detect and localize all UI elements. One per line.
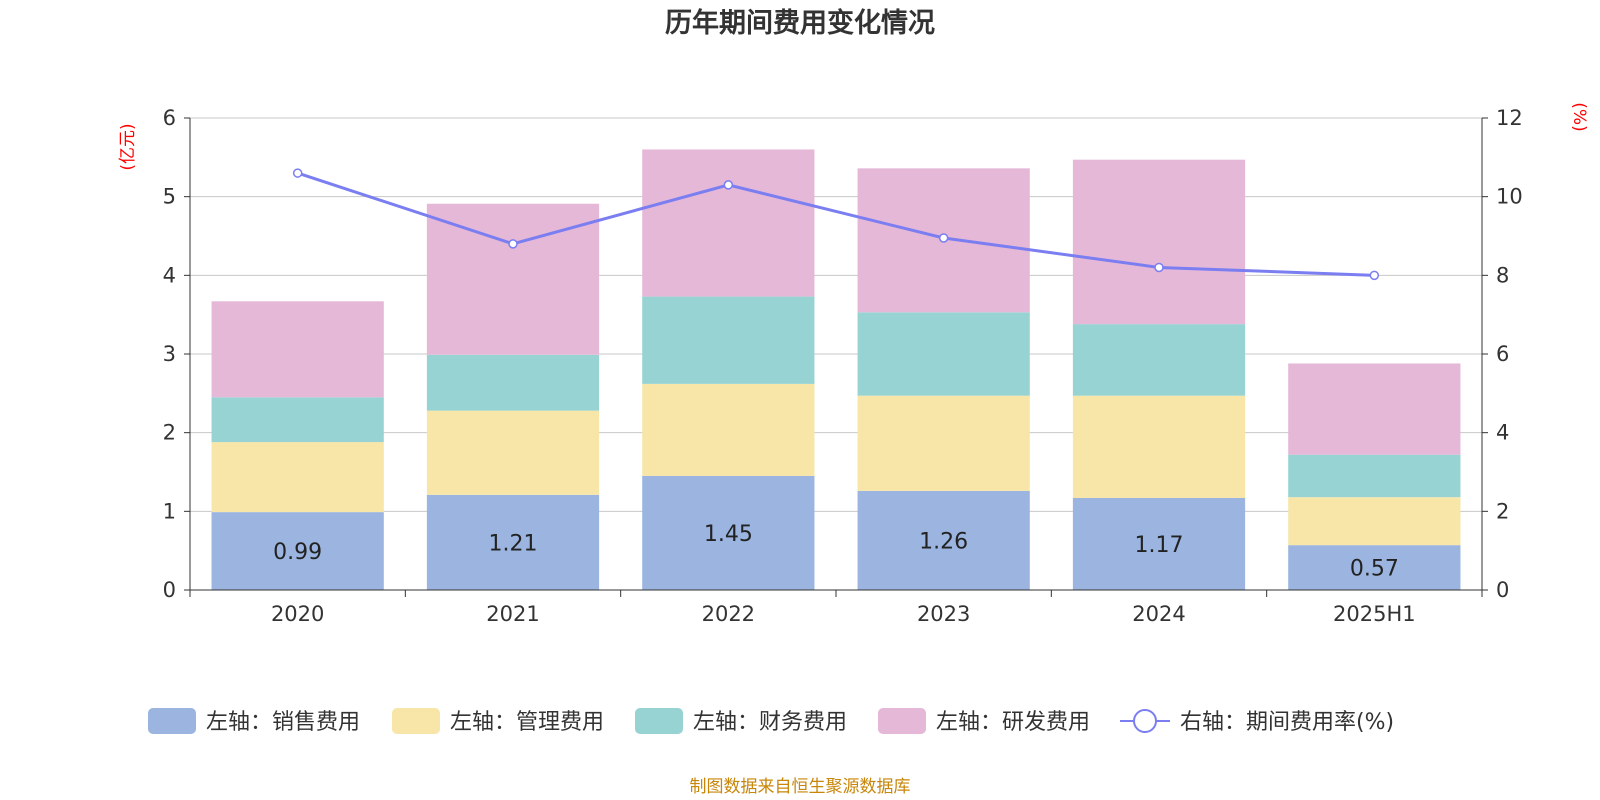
- bar-value-label: 0.57: [1350, 557, 1399, 582]
- right-tick-label: 2: [1496, 499, 1509, 523]
- left-tick-label: 6: [163, 106, 176, 130]
- x-tick-label: 2025H1: [1333, 602, 1416, 626]
- right-tick-label: 0: [1496, 578, 1509, 602]
- bar-segment: [211, 397, 384, 443]
- bar-segment: [642, 383, 815, 476]
- legend-swatch: [148, 708, 196, 734]
- bar-segment: [211, 512, 384, 590]
- chart-title: 历年期间费用变化情况: [665, 7, 935, 39]
- legend-label: 右轴：期间费用率(%): [1180, 710, 1394, 735]
- legend-label: 左轴：财务费用: [693, 710, 847, 735]
- legend-swatch: [635, 708, 683, 734]
- legend-label: 左轴：销售费用: [206, 710, 360, 735]
- bars: [211, 149, 1461, 590]
- legend-swatch: [878, 708, 926, 734]
- x-tick-label: 2020: [271, 602, 324, 626]
- bar-segment: [857, 395, 1030, 491]
- right-axis-unit: (%): [1569, 102, 1589, 131]
- left-tick-label: 3: [163, 342, 176, 366]
- bar-segment: [1072, 324, 1246, 396]
- bar-segment: [1072, 159, 1246, 325]
- bar-value-label: 1.21: [489, 531, 538, 556]
- left-axis-unit: (亿元): [118, 123, 138, 170]
- legend-marker-swatch: [1133, 709, 1157, 733]
- bar-segment: [426, 354, 600, 411]
- bar-segment: [1288, 454, 1461, 498]
- x-tick-label: 2021: [486, 602, 539, 626]
- rate-point: [938, 233, 949, 243]
- right-tick-label: 10: [1496, 185, 1523, 209]
- bar-segment: [642, 475, 815, 590]
- bar-segment: [857, 312, 1030, 396]
- right-tick-label: 6: [1496, 342, 1509, 366]
- right-tick-label: 12: [1496, 106, 1523, 130]
- grid-lines: [190, 117, 1482, 512]
- bar-value-label: 1.17: [1135, 533, 1184, 558]
- bar-segment: [857, 490, 1030, 590]
- left-tick-label: 2: [163, 421, 176, 445]
- bar-segment: [1072, 395, 1246, 498]
- bar-value-label: 1.26: [919, 529, 968, 554]
- bar-segment: [642, 296, 815, 384]
- x-tick-label: 2023: [917, 602, 970, 626]
- legend-label: 左轴：研发费用: [936, 710, 1090, 735]
- bar-segment: [1288, 363, 1461, 455]
- bar-value-label: 0.99: [273, 540, 322, 565]
- bar-value-label: 1.45: [704, 522, 753, 547]
- x-tick-label: 2024: [1132, 602, 1185, 626]
- bar-segment: [426, 410, 600, 495]
- rate-point: [1369, 270, 1380, 281]
- left-tick-label: 5: [163, 185, 176, 209]
- bar-segment: [1288, 497, 1461, 546]
- bar-segment: [211, 301, 384, 398]
- rate-point: [723, 180, 734, 190]
- legend-swatch: [392, 708, 440, 734]
- legend-label: 左轴：管理费用: [450, 710, 604, 735]
- rate-point: [292, 168, 303, 178]
- left-tick-label: 4: [163, 263, 176, 287]
- rate-line-path: [297, 171, 1375, 277]
- left-tick-label: 0: [163, 578, 176, 602]
- bar-segment: [426, 494, 600, 590]
- rate-point: [1154, 262, 1164, 273]
- source-note: 制图数据来自恒生聚源数据库: [690, 777, 911, 797]
- rate-point: [508, 239, 518, 249]
- x-tick-label: 2022: [702, 602, 755, 626]
- bar-segment: [211, 442, 384, 513]
- left-tick-label: 1: [163, 499, 176, 523]
- bar-segment: [642, 149, 815, 297]
- rate-line: [292, 168, 1380, 281]
- bar-segment: [1072, 497, 1246, 590]
- legend: 左轴：销售费用 左轴：管理费用 左轴：财务费用 左轴：研发费用 右轴：期间费用率(%): [148, 708, 1394, 735]
- right-tick-label: 4: [1496, 421, 1509, 445]
- data-labels: 0.99 1.21 1.45 1.26 1.17 0.57: [273, 522, 1399, 582]
- bar-segment: [1288, 545, 1461, 590]
- right-tick-label: 8: [1496, 263, 1509, 287]
